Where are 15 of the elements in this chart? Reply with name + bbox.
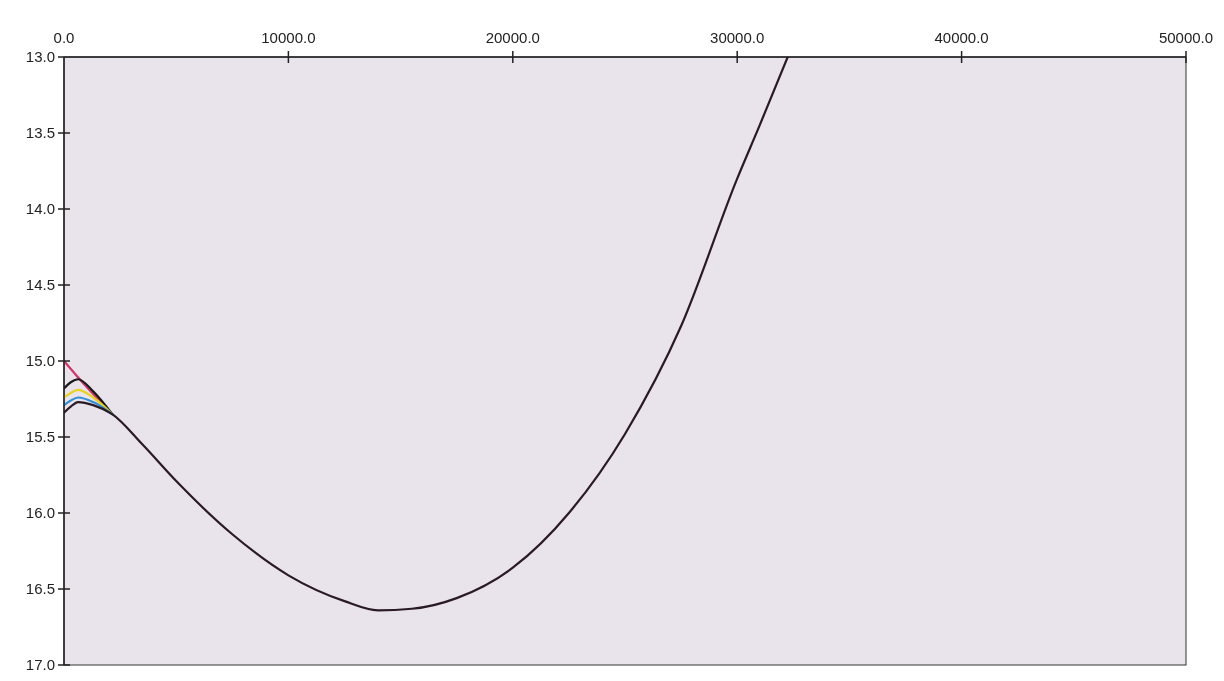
x-tick-label: 10000.0 <box>261 29 316 46</box>
y-tick-label: 17.0 <box>25 656 55 674</box>
x-tick-label: 40000.0 <box>934 29 989 46</box>
x-tick-label: 30000.0 <box>710 29 765 46</box>
x-tick-label: 20000.0 <box>485 29 540 46</box>
y-tick-label: 14.5 <box>25 276 55 294</box>
y-tick-label: 13.0 <box>25 48 55 66</box>
x-tick-label: 50000.0 <box>1158 29 1214 46</box>
y-tick-label: 16.0 <box>25 504 55 522</box>
y-tick-label: 14.0 <box>25 200 55 218</box>
y-tick-label: 16.5 <box>25 580 55 598</box>
y-tick-label: 15.5 <box>25 428 55 446</box>
x-tick-label: 0.0 <box>53 29 75 46</box>
y-tick-label: 13.5 <box>25 124 55 142</box>
y-tick-label: 15.0 <box>25 352 55 370</box>
